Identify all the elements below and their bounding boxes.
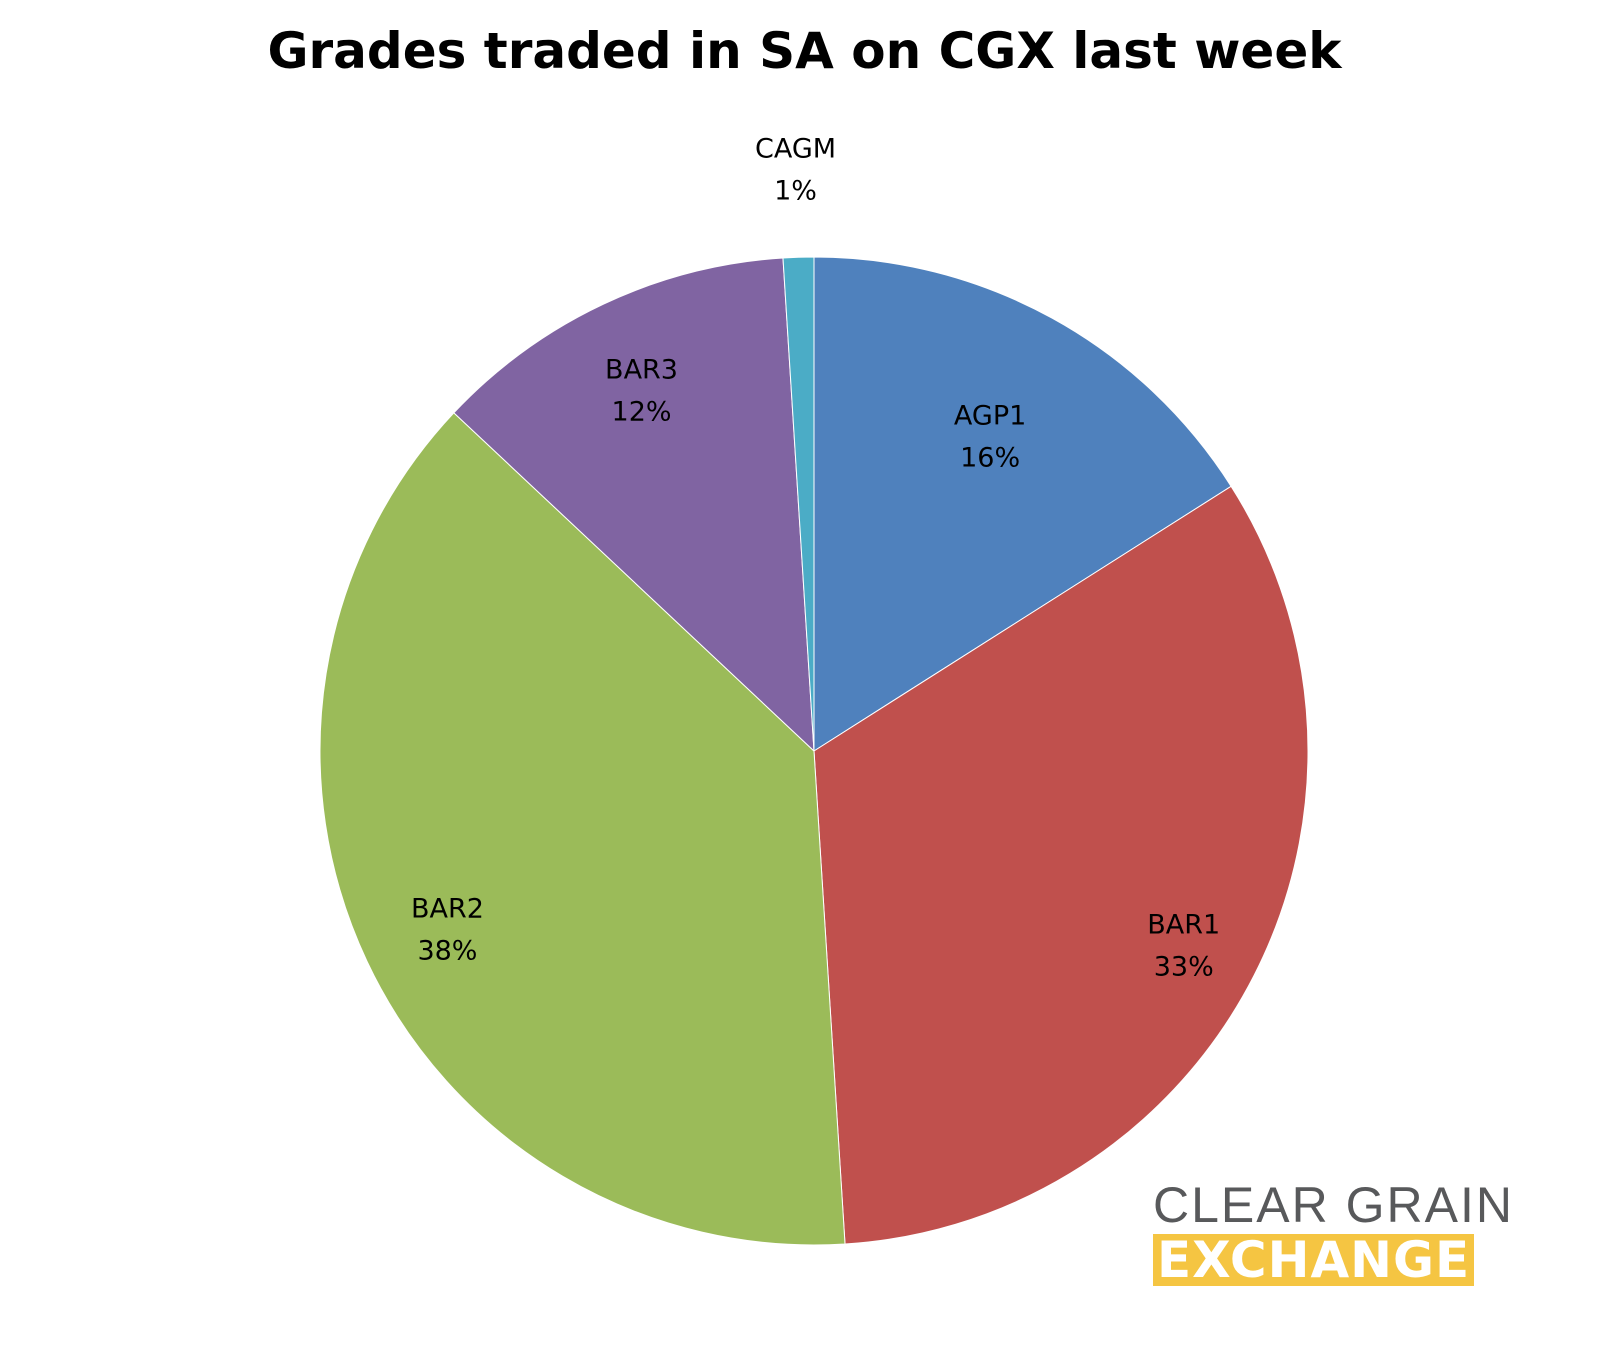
pie-slice-bar2 — [319, 412, 846, 1246]
slice-label-agp1: AGP1 16% — [954, 401, 1026, 474]
slice-label-name: BAR3 — [605, 354, 678, 385]
slice-label-name: CAGM — [755, 133, 836, 164]
pie-slice-cagm — [782, 256, 815, 752]
pie-slice-agp1 — [813, 256, 1232, 752]
slice-label-name: BAR1 — [1147, 909, 1220, 940]
slice-label-percent: 12% — [612, 396, 672, 427]
slice-label-cagm: CAGM 1% — [755, 133, 836, 206]
slice-label-name: AGP1 — [954, 401, 1026, 432]
slice-label-bar2: BAR2 38% — [411, 893, 484, 966]
logo-line-clear-grain: CLEAR GRAIN — [1153, 1177, 1514, 1233]
pie-slice-bar3 — [453, 257, 815, 753]
pie-slice-bar1 — [813, 485, 1309, 1245]
slice-label-percent: 1% — [774, 175, 817, 206]
clear-grain-exchange-logo: CLEAR GRAIN EXCHANGE — [1153, 1180, 1545, 1286]
slice-label-bar3: BAR3 12% — [605, 354, 678, 427]
slice-label-percent: 16% — [960, 443, 1020, 474]
slice-label-name: BAR2 — [411, 893, 484, 924]
slice-label-bar1: BAR1 33% — [1147, 909, 1220, 982]
logo-line-exchange: EXCHANGE — [1153, 1234, 1475, 1286]
slice-label-percent: 38% — [417, 935, 477, 966]
chart-title: Grades traded in SA on CGX last week — [267, 22, 1342, 80]
slice-label-percent: 33% — [1154, 951, 1214, 982]
